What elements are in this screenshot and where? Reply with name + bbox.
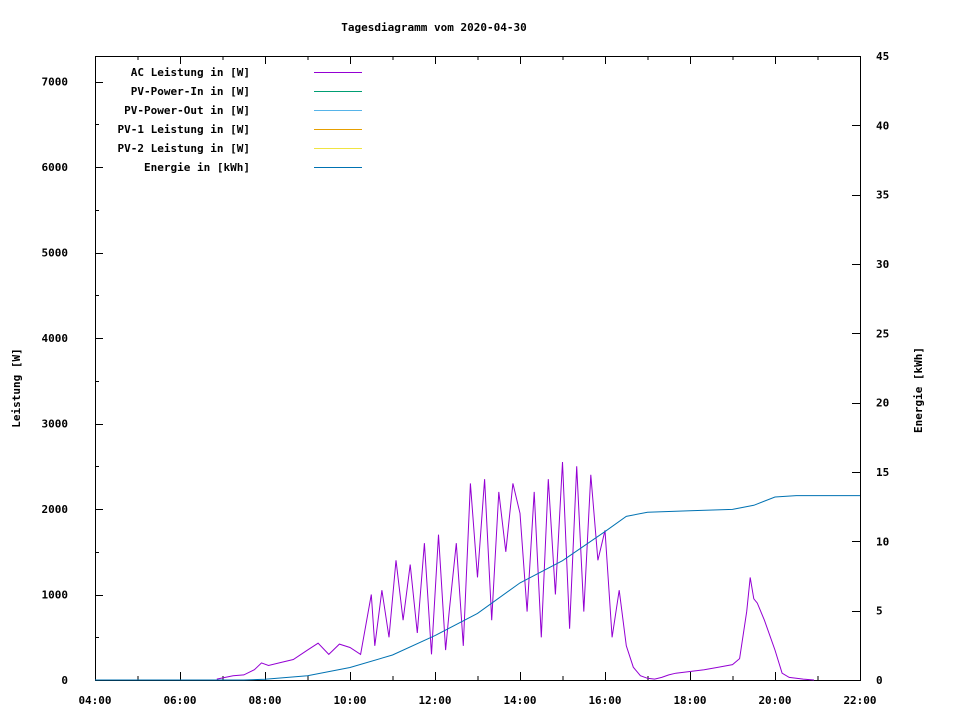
legend-label: PV-Power-Out in [W] <box>124 104 250 117</box>
x-tick-label: 16:00 <box>588 694 621 707</box>
y2-tick-label: 30 <box>876 258 889 271</box>
series-line-ac-leistung-in-w <box>216 461 815 681</box>
x-tick-label: 20:00 <box>758 694 791 707</box>
y2-tick-label: 15 <box>876 466 889 479</box>
x-tick-label: 10:00 <box>333 694 366 707</box>
y2-tick-label: 0 <box>876 674 883 687</box>
x-tick-label: 06:00 <box>163 694 196 707</box>
y-tick-label: 1000 <box>42 589 69 602</box>
legend-label: PV-Power-In in [W] <box>131 85 250 98</box>
series-line-energie-in-kwh <box>95 495 860 681</box>
y2-tick-label: 5 <box>876 605 883 618</box>
y-tick-label: 7000 <box>42 76 69 89</box>
y2-axis-label: Energie [kWh] <box>912 347 925 433</box>
y-tick-label: 2000 <box>42 503 69 516</box>
x-tick-label: 14:00 <box>503 694 536 707</box>
y-tick-label: 4000 <box>42 332 69 345</box>
x-tick-label: 08:00 <box>248 694 281 707</box>
y-tick-label: 6000 <box>42 161 69 174</box>
y2-tick-label: 40 <box>876 119 889 132</box>
y-tick-label: 5000 <box>42 247 69 260</box>
x-tick-label: 22:00 <box>843 694 876 707</box>
axis-ticks: 04:00 06:00 08:00 10:00 12:00 14:00 16:00 18:00… <box>42 50 890 707</box>
y2-tick-label: 45 <box>876 50 889 63</box>
y2-tick-label: 25 <box>876 327 889 340</box>
y-tick-label: 0 <box>61 674 68 687</box>
legend: AC Leistung in [W] PV-Power-In in [W] PV-P… <box>118 66 362 174</box>
y-axis-label: Leistung [W] <box>10 348 23 427</box>
y2-tick-label: 20 <box>876 397 889 410</box>
series-layer <box>95 461 860 681</box>
y-tick-label: 3000 <box>42 418 69 431</box>
y2-tick-label: 35 <box>876 189 889 202</box>
x-tick-label: 12:00 <box>418 694 451 707</box>
legend-label: Energie in [kWh] <box>144 161 250 174</box>
legend-label: PV-1 Leistung in [W] <box>118 123 250 136</box>
y2-tick-label: 10 <box>876 535 889 548</box>
x-tick-label: 18:00 <box>673 694 706 707</box>
x-tick-label: 04:00 <box>78 694 111 707</box>
chart-title: Tagesdiagramm vom 2020-04-30 <box>341 21 526 34</box>
legend-label: PV-2 Leistung in [W] <box>118 142 250 155</box>
legend-label: AC Leistung in [W] <box>131 66 250 79</box>
